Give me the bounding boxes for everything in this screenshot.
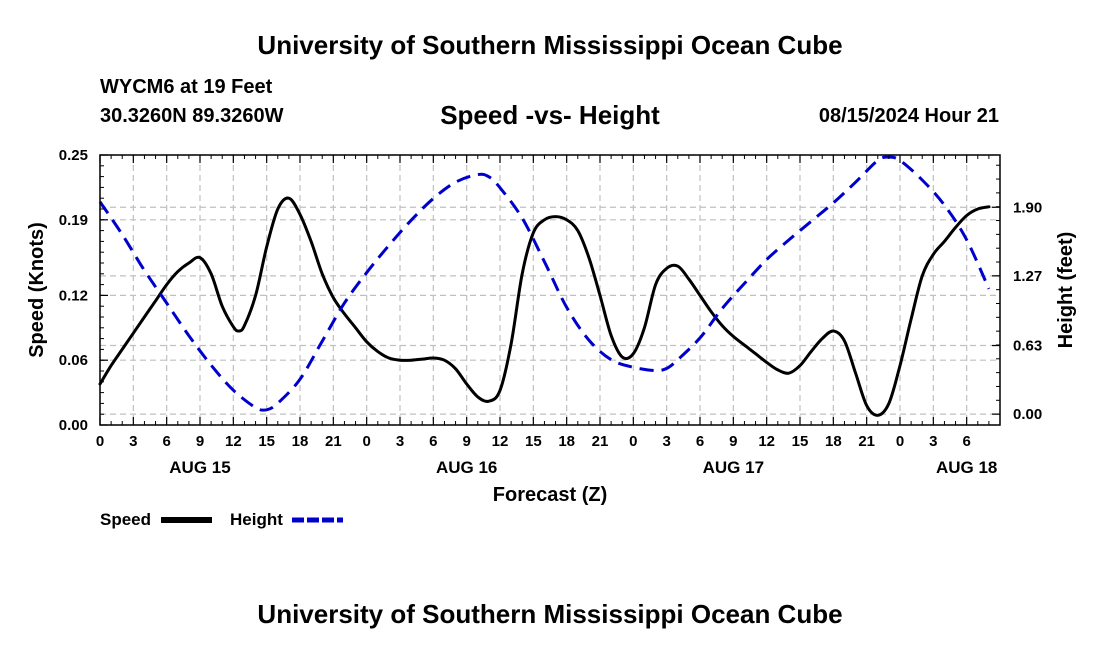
x-tick-label: 12 — [758, 433, 775, 450]
y-left-tick-label: 0.12 — [59, 287, 88, 304]
coordinates-label: 30.3260N 89.3260W — [100, 105, 284, 127]
label-layer: 0 3 6 9 12 15 18 21 0 3 6 9 12 15 18 21 0 3 6 9 12 15 18 21 0 3 6 A… — [59, 147, 1042, 477]
x-tick-label: 6 — [962, 433, 970, 450]
day-label: AUG 17 — [703, 458, 764, 477]
x-tick-label: 0 — [362, 433, 370, 450]
x-tick-label: 9 — [729, 433, 737, 450]
x-tick-label: 21 — [592, 433, 609, 450]
y-right-tick-label: 0.00 — [1013, 406, 1042, 423]
y-left-tick-label: 0.06 — [59, 352, 88, 369]
x-tick-label: 0 — [896, 433, 904, 450]
plot-frame — [99, 154, 1001, 426]
x-tick-label: 3 — [662, 433, 670, 450]
x-tick-label: 9 — [196, 433, 204, 450]
x-tick-label: 0 — [96, 433, 104, 450]
x-tick-label: 3 — [129, 433, 137, 450]
y-right-tick-label: 0.63 — [1013, 338, 1042, 355]
y-right-tick-label: 1.27 — [1013, 268, 1042, 285]
x-tick-label: 18 — [292, 433, 309, 450]
legend: Speed Height — [100, 510, 343, 529]
legend-speed-label: Speed — [100, 510, 151, 529]
chart-grid — [99, 154, 1000, 426]
day-label: AUG 16 — [436, 458, 497, 477]
x-tick-label: 9 — [462, 433, 470, 450]
x-tick-label: 3 — [929, 433, 937, 450]
y-left-tick-label: 0.25 — [59, 147, 88, 164]
station-label: WYCM6 at 19 Feet — [100, 76, 273, 98]
y-left-tick-label: 0.00 — [59, 417, 88, 434]
series-line-height — [98, 155, 991, 412]
day-label: AUG 15 — [169, 458, 230, 477]
x-tick-label: 3 — [396, 433, 404, 450]
y2-axis-title: Height (feet) — [1055, 232, 1077, 349]
x-tick-label: 12 — [225, 433, 242, 450]
y-right-tick-label: 1.90 — [1013, 199, 1042, 216]
x-tick-label: 21 — [858, 433, 875, 450]
forecast-datetime: 08/15/2024 Hour 21 — [818, 105, 999, 127]
legend-height-label: Height — [230, 510, 283, 529]
tick-layer — [99, 154, 1000, 426]
y-axis-title: Speed (Knots) — [26, 222, 48, 358]
series-layer — [98, 155, 991, 417]
footer-title: University of Southern Mississippi Ocean… — [257, 599, 843, 629]
x-tick-label: 18 — [558, 433, 575, 450]
x-tick-label: 18 — [825, 433, 842, 450]
x-tick-label: 6 — [162, 433, 170, 450]
series-line-speed — [98, 196, 991, 417]
y-left-tick-label: 0.19 — [59, 212, 88, 229]
x-tick-label: 0 — [629, 433, 637, 450]
day-label: AUG 18 — [936, 458, 997, 477]
x-tick-label: 15 — [792, 433, 809, 450]
x-axis-title: Forecast (Z) — [493, 484, 607, 506]
x-tick-label: 15 — [258, 433, 275, 450]
chart-subtitle: Speed -vs- Height — [440, 100, 660, 130]
x-tick-label: 15 — [525, 433, 542, 450]
page-title: University of Southern Mississippi Ocean… — [257, 30, 843, 60]
x-tick-label: 12 — [492, 433, 509, 450]
x-tick-label: 6 — [696, 433, 704, 450]
x-tick-label: 21 — [325, 433, 342, 450]
x-tick-label: 6 — [429, 433, 437, 450]
